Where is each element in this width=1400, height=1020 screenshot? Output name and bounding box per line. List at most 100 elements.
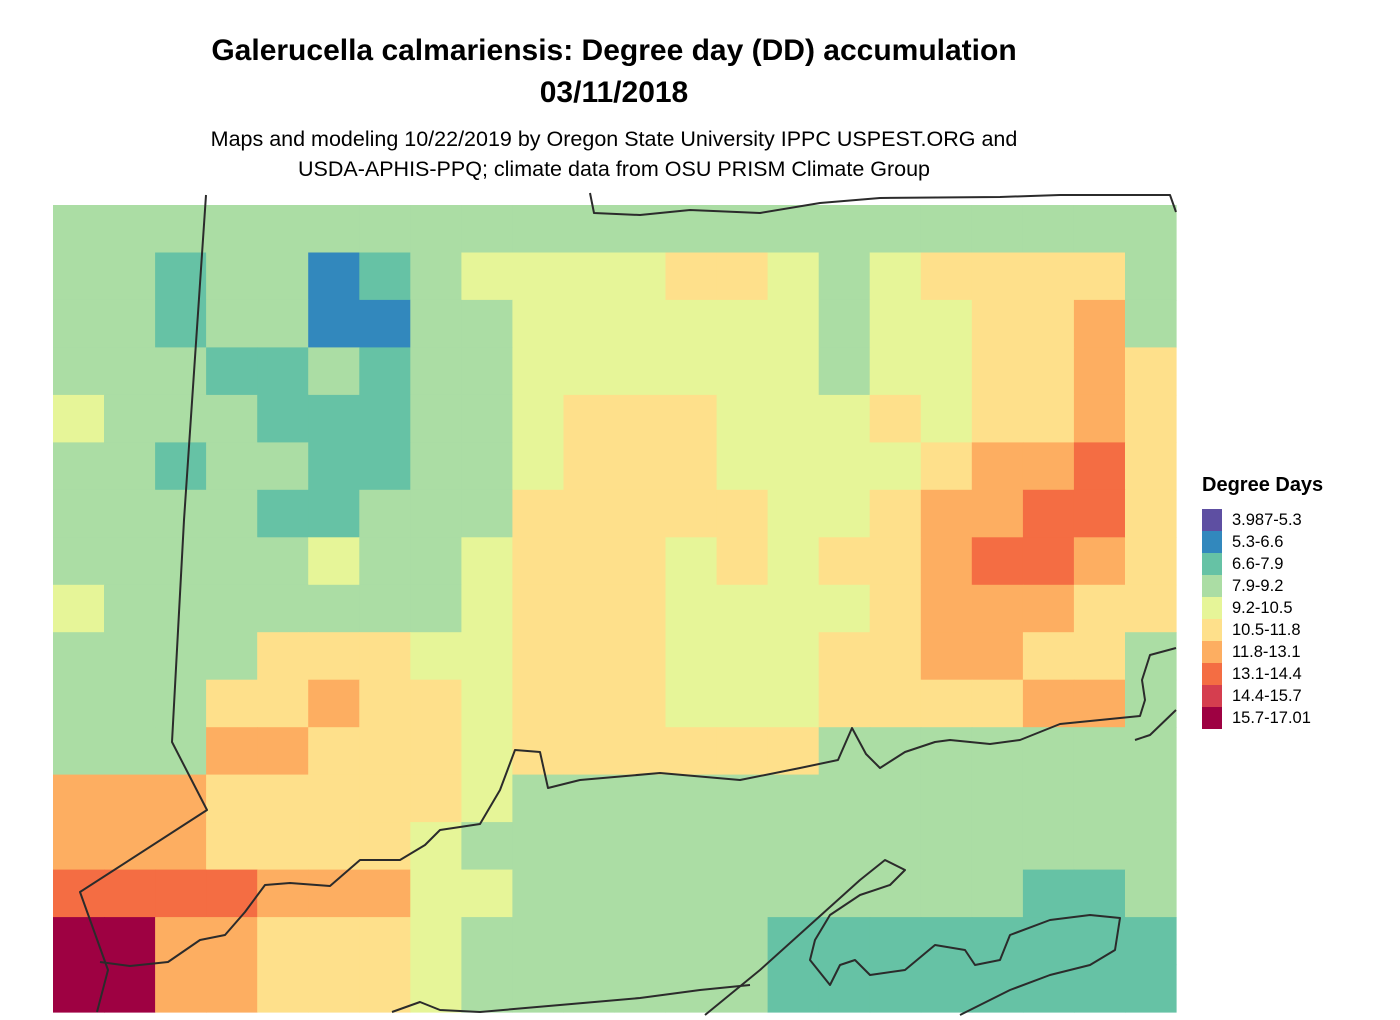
raster-cell [1022,584,1075,633]
raster-cell [206,205,258,254]
raster-cell [818,679,871,728]
raster-cell [512,299,564,348]
raster-cell [308,347,360,396]
raster-cell [614,679,667,728]
raster-cell [461,252,513,301]
raster-cell [869,299,922,348]
raster-cell [869,489,922,538]
boundary-southeast [704,859,1121,1016]
raster-cell [614,727,667,776]
raster-cell [563,299,616,348]
raster-cell [308,442,360,491]
raster-cell [257,489,309,538]
raster-cell [257,299,309,348]
raster-cell [359,774,411,823]
legend: Degree Days 3.987-5.3 5.3-6.6 6.6-7.9 7.9-9… [1202,474,1323,729]
raster-cell [767,489,820,538]
raster-cell [155,727,207,776]
raster-cell [716,537,769,586]
raster-cell [1022,869,1075,918]
legend-item: 9.2-10.5 [1202,597,1323,619]
legend-label: 5.3-6.6 [1232,532,1284,551]
raster-cell [614,632,667,681]
raster-cell [1125,299,1177,348]
raster-cell [104,537,156,586]
raster-cell [410,964,462,1013]
raster-cell [920,964,973,1013]
raster-cell [104,252,156,301]
raster-cell [359,347,411,396]
raster-cell [512,347,564,396]
raster-cell [461,964,513,1013]
raster-cell [818,632,871,681]
raster-cell [869,679,922,728]
raster-cell [155,394,207,443]
legend-item: 7.9-9.2 [1202,575,1323,597]
raster-cell [155,869,207,918]
raster-cell [53,584,105,633]
raster-cell [563,394,616,443]
raster-cell [920,489,973,538]
raster-cell [512,394,564,443]
boundary-north-notch [589,192,1177,216]
raster-cell [104,869,156,918]
raster-cell [206,774,258,823]
raster-cell [410,727,462,776]
raster-cell [257,394,309,443]
raster-cell [53,869,105,918]
raster-cell [359,869,411,918]
title-line-1: Galerucella calmariensis: Degree day (DD… [211,34,1017,67]
raster-cell [1125,394,1177,443]
raster-cell [1073,917,1126,966]
raster-cell [53,394,105,443]
raster-cell [767,205,820,254]
raster-cell [206,442,258,491]
raster-cell [155,632,207,681]
raster-cell [257,917,309,966]
raster-cell [1125,252,1177,301]
raster-cell [716,917,769,966]
map-title: Galerucella calmariensis: Degree day (DD… [0,30,1228,114]
raster-cell [767,299,820,348]
raster-cell [410,917,462,966]
raster-cell [1022,537,1075,586]
legend-swatch [1202,707,1222,729]
legend-title: Degree Days [1202,474,1324,496]
raster-cell [461,822,513,871]
raster-cell [920,205,973,254]
legend-item: 3.987-5.3 [1202,509,1323,531]
raster-cell [104,822,156,871]
raster-cell [665,584,718,633]
raster-cell [104,584,156,633]
raster-cell [53,964,105,1013]
raster-cell [53,252,105,301]
raster-cell [359,299,411,348]
legend-label: 3.987-5.3 [1232,510,1302,529]
legend-swatch [1202,553,1222,575]
raster-cell [920,869,973,918]
boundary-east-notch [1134,709,1177,741]
raster-cell [104,917,156,966]
raster-cell [1125,584,1177,633]
raster-cell [512,822,564,871]
raster-cell [665,442,718,491]
raster-cell [665,679,718,728]
raster-cell [869,394,922,443]
legend-label: 10.5-11.8 [1232,620,1301,639]
raster-cell [971,489,1024,538]
raster-cell [1125,679,1177,728]
raster-cell [920,299,973,348]
raster-cell [1073,442,1126,491]
raster-cell [971,394,1024,443]
raster-cell [206,822,258,871]
raster-cell [665,822,718,871]
raster-cell [308,537,360,586]
raster-cell [818,964,871,1013]
raster-cell [104,964,156,1013]
raster-cell [155,205,207,254]
legend-label: 15.7-17.01 [1232,708,1311,727]
raster-cell [1022,442,1075,491]
raster-cell [257,347,309,396]
raster-cell [308,727,360,776]
raster-cell [461,347,513,396]
